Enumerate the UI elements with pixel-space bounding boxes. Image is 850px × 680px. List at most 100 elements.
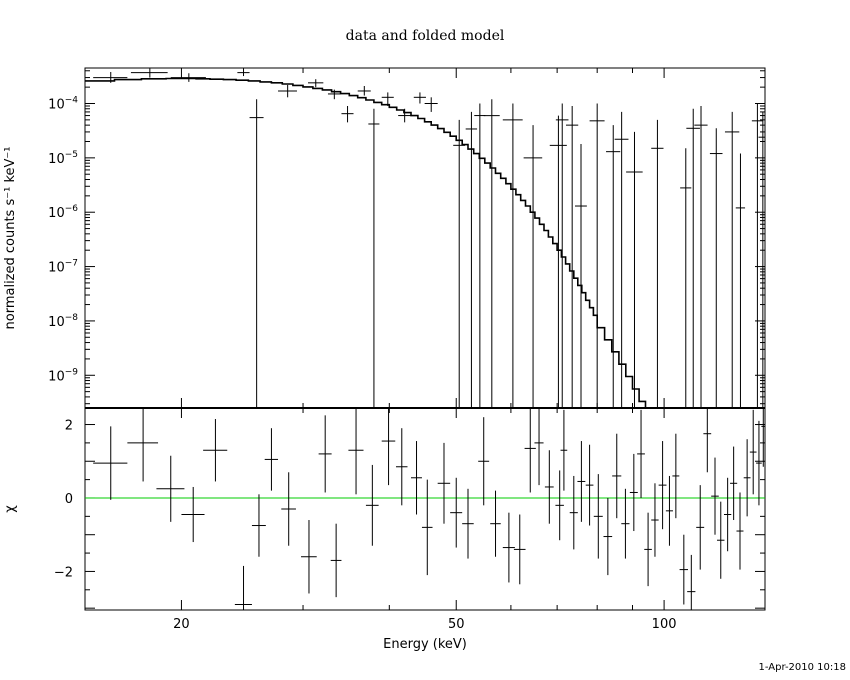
residual-point (534, 408, 544, 486)
residual-point (593, 474, 603, 559)
residual-point (696, 485, 705, 570)
data-point-top (680, 148, 692, 408)
y-tick-label: 10−9 (48, 367, 78, 384)
residual-point (644, 512, 652, 587)
data-point-top (694, 105, 708, 408)
residual-point (658, 441, 667, 530)
data-point-top (465, 111, 478, 408)
residual-point (612, 433, 622, 519)
residual-point (281, 472, 296, 546)
residual-point (181, 486, 205, 543)
data-point-top (735, 153, 746, 408)
residual-point (743, 439, 751, 517)
data-point-top (589, 103, 605, 408)
residual-point (381, 408, 396, 486)
residual-point (723, 477, 732, 552)
data-point-top (424, 97, 438, 112)
residual-point (330, 523, 342, 598)
y-tick-label: 10−5 (48, 150, 78, 167)
x-axis-label: Energy (keV) (383, 637, 467, 652)
residual-point (502, 512, 515, 583)
data-point-top (249, 99, 264, 408)
y-tick-label: 10−7 (48, 259, 78, 276)
residual-point (687, 554, 696, 610)
residual-point (251, 494, 266, 557)
residual-point (234, 565, 252, 610)
residual-point (665, 475, 673, 546)
residual-point (569, 475, 578, 550)
residual-point (711, 457, 719, 535)
residual-point (318, 415, 332, 493)
data-point-top (575, 143, 587, 408)
residual-point (437, 442, 451, 524)
residual-point (490, 490, 501, 557)
data-point-top (170, 73, 206, 82)
residual-point (679, 534, 689, 605)
x-tick-label: 100 (652, 617, 677, 632)
residual-point (127, 408, 159, 482)
model-histogram (85, 77, 765, 409)
data-point-top (278, 84, 297, 98)
residual-point (629, 453, 638, 532)
data-point-top (398, 108, 411, 123)
data-point-top (453, 119, 466, 408)
residual-point (203, 419, 228, 482)
y-tick-label: 10−6 (48, 204, 78, 221)
residual-point (577, 441, 586, 522)
y-tick-label-bottom: 0 (65, 492, 73, 507)
x-tick-label: 20 (173, 617, 190, 632)
data-point-top (651, 119, 664, 408)
residual-point (621, 488, 630, 559)
residual-point (410, 441, 422, 515)
residual-point (560, 409, 568, 491)
data-point-top (237, 68, 250, 77)
data-point-top (413, 92, 426, 104)
data-point-top (307, 79, 324, 88)
x-tick-label: 50 (448, 617, 465, 632)
data-point-top (686, 108, 700, 408)
data-point-top (327, 89, 341, 100)
residual-point (421, 479, 433, 576)
residual-point (603, 497, 613, 576)
data-point-top (523, 125, 543, 408)
residual-point (264, 428, 279, 491)
y-tick-label: 10−8 (48, 313, 78, 330)
data-point-top (565, 105, 579, 408)
data-point-top (758, 111, 765, 408)
residual-point (555, 470, 564, 541)
residual-point (749, 409, 757, 495)
data-point-top (130, 68, 168, 78)
data-point-top (474, 103, 486, 408)
residual-point (703, 408, 712, 473)
y-tick-label: 10−4 (48, 96, 78, 113)
residual-point (462, 488, 474, 559)
residual-point (637, 409, 645, 498)
data-point-top (555, 103, 569, 408)
residual-point (756, 420, 762, 506)
data-point-top (502, 103, 523, 408)
data-point-top (368, 108, 380, 408)
residual-point (365, 464, 379, 546)
y-tick-label-bottom: −2 (54, 565, 73, 580)
residual-point (736, 492, 744, 570)
residual-point (672, 433, 680, 519)
residual-point (93, 426, 128, 500)
residual-point (301, 520, 317, 594)
residual-point (761, 408, 765, 467)
data-point-top (751, 103, 763, 408)
residual-point (544, 450, 554, 524)
residual-point (156, 455, 185, 522)
residual-point (395, 428, 408, 506)
y-axis-label-bottom: χ (3, 505, 18, 513)
data-point-top (709, 128, 723, 408)
data-point-top (614, 111, 629, 408)
residual-point (348, 408, 364, 495)
y-axis-label-top: normalized counts s⁻¹ keV⁻¹ (3, 147, 18, 330)
data-point-top (357, 85, 371, 96)
residual-point (717, 501, 725, 579)
chart-title: data and folded model (345, 28, 505, 44)
data-point-top (381, 92, 394, 106)
residual-point (450, 477, 463, 548)
residual-point (524, 408, 536, 493)
